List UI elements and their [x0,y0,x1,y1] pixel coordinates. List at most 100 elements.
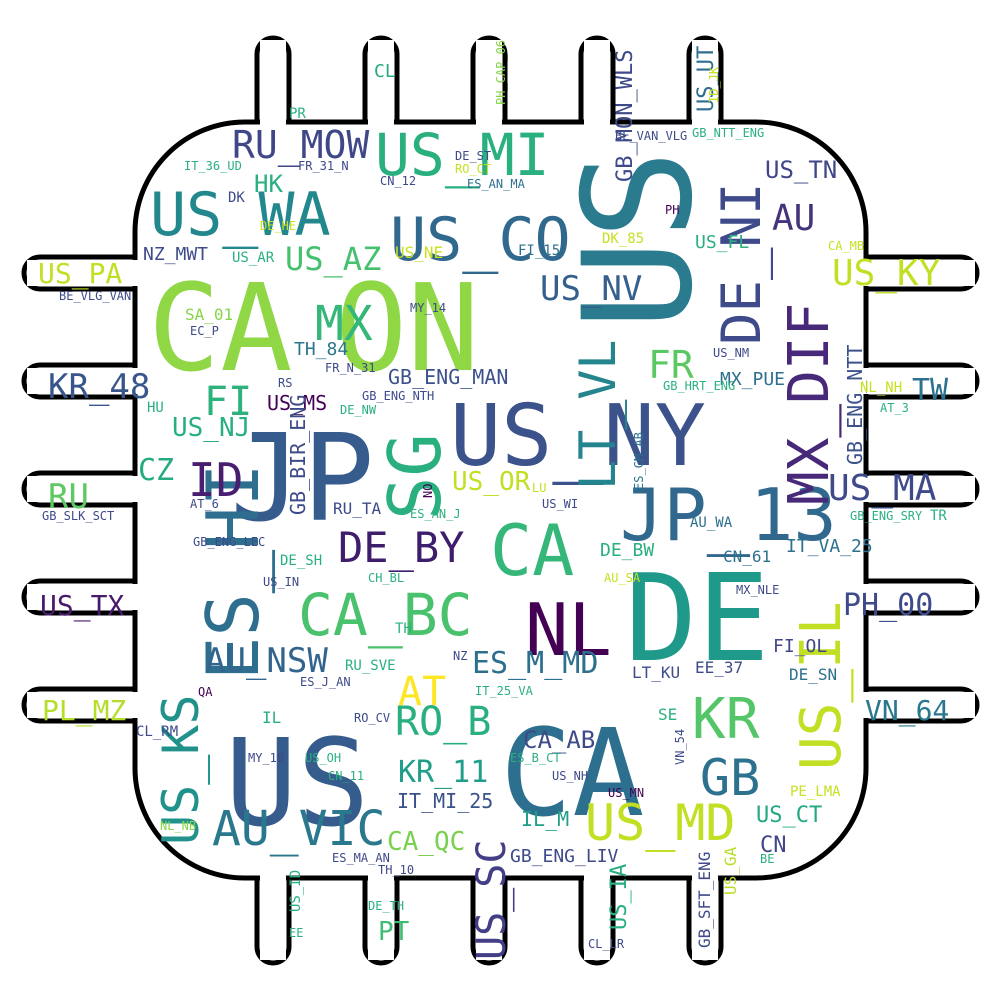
cloud-word: US_TN [765,156,837,184]
cloud-word: CL_LR [588,937,625,951]
cloud-word: DE_SH [280,553,322,569]
cloud-word: US_CO [390,205,571,275]
cloud-word: DE [625,550,770,689]
cloud-word: US_GA [721,846,740,895]
cloud-word: FI_15 [518,243,560,259]
cloud-word: FI_OL [773,636,827,657]
cloud-word: NZ_MWT [143,244,208,265]
cloud-word: DK [228,190,245,206]
cloud-word: US_NM [713,346,749,360]
cloud-word: US [225,715,370,854]
cloud-word: US_TX [40,589,124,623]
cloud-word: GB_BIR_ENG [286,395,310,515]
cloud-word: TH_10 [378,863,414,877]
cloud-word: JP_13 [620,473,837,557]
cloud-word: SG [373,433,457,520]
cloud-word: GB_ENG_LEC [193,535,265,549]
cloud-word: US_KS [152,694,210,845]
cloud-word: AU [772,198,815,239]
cloud-word: DE_BY [338,523,464,572]
cloud-word: VN_54 [673,729,687,765]
cloud-word: CZ [138,453,174,488]
cloud-word: IL_M [521,807,569,831]
cloud-word: US_WI [542,497,578,511]
cloud-word: US_OH [305,751,341,765]
cloud-word: RO_CT [455,162,491,176]
cloud-word: CA_MB [828,239,864,253]
cloud-word: US_OR [452,467,531,497]
cloud-word: AT [398,669,446,715]
cloud-word: FR [648,343,694,387]
cloud-word: CN_12 [380,174,416,188]
cloud-word: HU [147,400,164,416]
cloud-word: SA_01 [185,305,233,324]
cloud-word: CA_AB [523,726,595,754]
cloud-word: DE_BW [600,540,654,561]
cloud-word: TH [395,621,412,637]
cloud-word: PE_LMA [790,784,841,800]
cloud-word: CA [148,260,293,399]
cloud-word: US_IA [607,864,632,930]
cloud-word: GB_NTT_ENG [692,126,764,140]
cloud-word: US_MA [828,468,937,509]
cloud-word: DE_ST [455,149,491,163]
cloud-word: PH [665,203,679,217]
cloud-word: RU_SVE [345,658,396,674]
cloud-word: RU [48,477,89,517]
cloud-word: HK [254,170,283,198]
cloud-word: PT [378,917,410,947]
cloud-word: US_UT [694,46,719,112]
cloud-word: DK_85 [602,231,644,247]
cloud-word: RU_TA [333,499,382,518]
cloud-word: DE_HE [260,219,296,233]
cloud-word: MY_14 [410,301,446,315]
cloud-word: US_NH [552,769,588,783]
cloud-word: ES_CM_AB [632,432,646,490]
cloud-word: GB_MON_WLS [613,50,638,182]
cloud-word: US_AZ [285,240,381,278]
cloud-word: KR [692,687,760,752]
cloud-word: EE_37 [695,658,743,677]
cloud-word: NL_NH [860,380,902,396]
cloud-word: BE_VLG_VAN [59,289,131,303]
cloud-word: DE_TH [368,899,404,913]
cloud-word: PR [289,106,306,122]
cloud-word: LU [532,481,546,495]
cloud-word: GB_ENG_NTH [362,389,434,403]
cloud-word: US_NY [450,387,706,486]
cloud-word: US_FL [695,232,749,253]
cloud-word: KR_11 [398,755,488,790]
cloud-word: PH_00 [843,588,933,623]
cloud-word: ID [188,453,243,507]
cloud-word: BE_VAN_VLG [615,129,687,143]
cloud-word: MX_NLE [736,583,779,597]
cloud-word: MY_10 [248,751,284,765]
cloud-word: EE [289,926,303,940]
cloud-word: QA [198,685,213,699]
cloud-word: US_AR [232,250,275,266]
cloud-word: US_PA [38,257,122,291]
cloud-word: AU_NSW [205,641,328,681]
cloud-word: ES_MA_AN [332,851,390,865]
cloud-word: NZ [453,649,467,663]
cloud-word: ES_J_AN [300,675,351,689]
cloud-word: BE [760,852,774,866]
cloud-word: AU_SA [604,571,641,585]
cloud-word: CL [374,61,396,82]
cloud-word: ES_AN_J [410,507,461,521]
cloud-word: KR_48 [48,367,150,407]
cloud-word: NL_NB [160,819,196,833]
cloud-word: ES_HI [191,463,275,680]
cloud-word: CH_BL [368,571,404,585]
cloud-word: JP [230,410,375,549]
cloud-word: NL [525,588,612,672]
cloud-word: ES_B_CT [510,751,561,765]
cloud-word: AU_WA [690,515,733,531]
cloud-word: RO_CV [354,711,390,725]
cloud-word: US_NJ [172,413,250,443]
cloud-word: GB_SFT_ENG [695,852,714,948]
cloud-word: GB_HRT_ENG [663,379,735,393]
cloud-word: CA_QC [387,827,465,857]
cloud-word: MX [315,296,373,352]
